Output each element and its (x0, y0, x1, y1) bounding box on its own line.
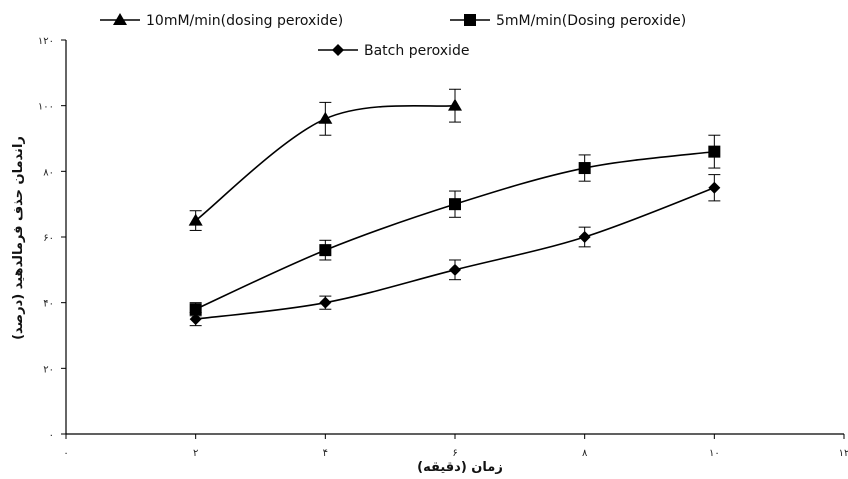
series-square (189, 134, 721, 317)
x-tick-label: ۴ (323, 448, 328, 459)
data-point (319, 244, 332, 257)
data-point (578, 162, 591, 175)
y-tick-label: ۲۰ (43, 364, 54, 375)
x-axis-title: زمان (دقیقه) (417, 460, 503, 475)
legend: 10mM/min(dosing peroxide) 5mM/min(Dosing … (100, 13, 686, 59)
data-point (449, 263, 461, 276)
legend-item: Batch peroxide (318, 43, 469, 59)
data-point (578, 231, 591, 243)
y-tick-label: ۱۲۰ (38, 36, 54, 47)
data-point (188, 213, 203, 226)
x-tick-label: ۶ (452, 448, 457, 459)
y-tick-label: ۱۰۰ (38, 102, 54, 113)
y-axis-title: راندمان حذف فرمالدهید (درصد) (11, 136, 26, 340)
data-point (449, 198, 461, 211)
legend-label: 5mM/min(Dosing peroxide) (496, 13, 686, 29)
data-point (708, 181, 721, 194)
y-tick-label: ۰ (49, 430, 54, 441)
data-point (318, 111, 333, 124)
x-tick-label: ۱۰ (709, 448, 720, 459)
legend-marker (464, 14, 476, 26)
x-tick-label: ۰ (63, 448, 68, 459)
y-tick-label: ۴۰ (43, 299, 54, 310)
x-tick-label: ۸ (582, 448, 588, 459)
data-point (189, 313, 202, 326)
x-tick-label: ۲ (193, 448, 198, 459)
legend-item: 10mM/min(dosing peroxide) (100, 13, 343, 29)
series-triangle (188, 88, 462, 231)
legend-label: 10mM/min(dosing peroxide) (146, 13, 343, 29)
data-point (448, 98, 462, 111)
legend-label: Batch peroxide (364, 43, 469, 59)
series-group (188, 88, 721, 327)
legend-marker (332, 44, 344, 56)
x-tick-label: ۱۲ (839, 448, 848, 459)
data-point (708, 145, 721, 158)
series-diamond (189, 174, 721, 327)
legend-item: 5mM/min(Dosing peroxide) (450, 13, 686, 29)
legend-marker (113, 13, 127, 25)
y-tick-label: ۸۰ (43, 167, 54, 178)
data-point (319, 296, 332, 309)
y-tick-label: ۶۰ (43, 233, 54, 244)
series-line (195, 150, 715, 310)
